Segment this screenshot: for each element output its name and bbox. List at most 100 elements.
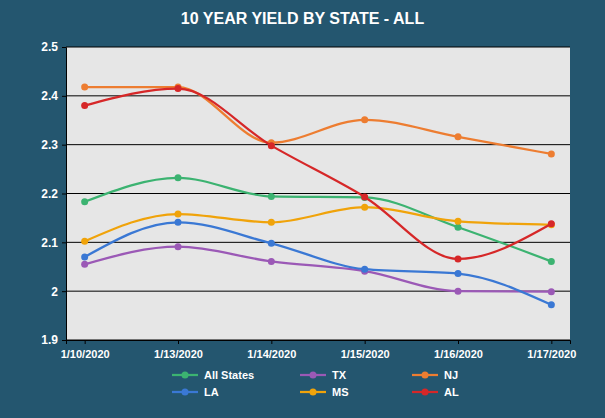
legend-item: All States (172, 369, 254, 381)
y-axis: 1.9 2 2.1 2.2 2.3 2.4 2.5 (41, 40, 66, 347)
x-tick-mark (551, 340, 552, 344)
grid-line (66, 242, 570, 243)
marker (548, 221, 555, 228)
legend-item: NJ (412, 369, 458, 381)
legend-marker (310, 389, 317, 396)
y-tick: 2.1 (41, 236, 66, 250)
y-tick: 2 (51, 285, 66, 299)
legend-item: LA (172, 386, 219, 398)
x-tick: 1/16/2020 (434, 340, 483, 360)
grid-line (66, 47, 570, 48)
y-tick: 2.5 (41, 40, 66, 54)
marker (81, 261, 88, 268)
marker (268, 219, 275, 226)
title: 10 YEAR YIELD BY STATE - ALL (181, 10, 425, 27)
x-tick: 1/14/2020 (247, 340, 296, 360)
legend: All States TX NJ LA MS AL (172, 369, 459, 398)
grid-line (66, 95, 570, 96)
legend-item: MS (300, 386, 349, 398)
marker (548, 301, 555, 308)
marker (175, 243, 182, 250)
series-group (81, 84, 555, 309)
marker (81, 84, 88, 91)
marker (548, 150, 555, 157)
y-tick-label: 2 (51, 285, 58, 299)
legend-item: TX (300, 369, 347, 381)
y-tick-mark (62, 291, 66, 292)
marker (81, 102, 88, 109)
y-tick: 2.3 (41, 138, 66, 152)
y-tick-label: 2.2 (41, 187, 58, 201)
marker (361, 266, 368, 273)
marker (548, 288, 555, 295)
grid-line (66, 193, 570, 194)
y-tick-mark (62, 96, 66, 97)
x-tick-label: 1/16/2020 (434, 348, 483, 360)
x-tick: 1/10/2020 (61, 340, 110, 360)
y-axis-line (62, 48, 67, 341)
marker (455, 255, 462, 262)
marker (455, 270, 462, 277)
x-tick: 1/17/2020 (527, 340, 576, 360)
legend-label: MS (332, 386, 349, 398)
marker (548, 258, 555, 265)
series-line (85, 87, 552, 154)
x-tick-mark (85, 340, 86, 344)
y-tick-mark (62, 194, 66, 195)
marker (361, 204, 368, 211)
x-tick-mark (178, 340, 179, 344)
legend-item: AL (412, 386, 459, 398)
marker (175, 85, 182, 92)
x-tick-label: 1/13/2020 (154, 348, 203, 360)
legend-label: AL (444, 386, 459, 398)
y-tick-mark (62, 47, 66, 48)
x-tick: 1/13/2020 (154, 340, 203, 360)
x-tick-mark (271, 340, 272, 344)
series-line (85, 89, 552, 259)
marker (175, 211, 182, 218)
background (0, 0, 605, 418)
x-axis: 1/10/2020 1/13/2020 1/14/2020 1/15/2020 1/16… (61, 340, 577, 360)
legend-label: TX (332, 369, 347, 381)
marker (268, 258, 275, 265)
marker (455, 288, 462, 295)
x-tick-mark (365, 340, 366, 344)
marker (361, 116, 368, 123)
legend-marker (422, 389, 429, 396)
marker (268, 142, 275, 149)
y-tick-label: 2.1 (41, 236, 58, 250)
y-tick-label: 1.9 (41, 333, 58, 347)
marker (361, 194, 368, 201)
y-tick-mark (62, 145, 66, 146)
series-line (85, 247, 552, 292)
marker (361, 193, 368, 200)
legend-marker (422, 372, 429, 379)
x-tick-label: 1/15/2020 (341, 348, 390, 360)
y-tick-mark (62, 242, 66, 243)
y-tick: 1.9 (41, 333, 66, 347)
marker (81, 238, 88, 245)
y-tick-label: 2.3 (41, 138, 58, 152)
series-line (85, 222, 552, 305)
marker (455, 218, 462, 225)
x-tick-label: 1/17/2020 (527, 348, 576, 360)
marker (455, 133, 462, 140)
y-tick-label: 2.4 (41, 89, 58, 103)
chart: 10 YEAR YIELD BY STATE - ALL 1.9 2 2.1 2.2 2.… (0, 0, 605, 418)
legend-label: All States (204, 369, 254, 381)
y-tick-mark (62, 340, 66, 341)
marker (268, 240, 275, 247)
y-tick: 2.2 (41, 187, 66, 201)
y-tick: 2.4 (41, 89, 66, 103)
marker (175, 219, 182, 226)
marker (81, 253, 88, 260)
marker (175, 174, 182, 181)
grid (66, 47, 570, 340)
series-line (85, 207, 552, 241)
marker (81, 198, 88, 205)
y-tick-label: 2.5 (41, 40, 58, 54)
plot-area (66, 47, 570, 340)
legend-marker (182, 389, 189, 396)
x-tick: 1/15/2020 (341, 340, 390, 360)
legend-label: LA (204, 386, 219, 398)
